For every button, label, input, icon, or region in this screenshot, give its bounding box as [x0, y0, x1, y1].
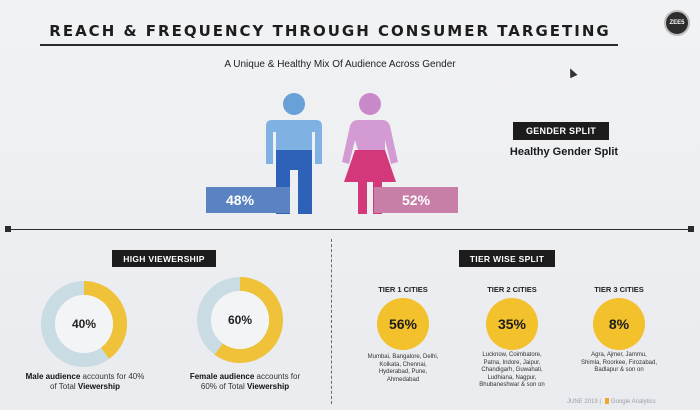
- tier-3-percent: 8%: [593, 298, 645, 350]
- divider-end-left: [5, 226, 11, 232]
- tier-3-cities: Agra, Ajmer, Jammu, Shimla, Roorkee, Fir…: [571, 352, 667, 375]
- tier-2-percent: 35%: [486, 298, 538, 350]
- male-viewership-percent: 40%: [71, 317, 97, 331]
- gender-split-badge: GENDER SPLIT: [513, 122, 609, 140]
- tier-split-badge: TIER WISE SPLIT: [459, 250, 555, 267]
- male-caption-line2: of Total: [50, 382, 78, 391]
- tier-1-title: TIER 1 CITIES: [378, 285, 428, 294]
- tier-1-percent: 56%: [377, 298, 429, 350]
- footer-source: JUNE 2019 | Google Analytics: [567, 398, 656, 405]
- male-caption-line2-bold: Viewership: [77, 382, 120, 391]
- mouse-cursor-icon: [566, 66, 578, 79]
- tier-2-city-line: Patna, Indore, Jaipur,: [483, 359, 541, 366]
- female-viewership-caption: Female audience accounts for 60% of Tota…: [170, 372, 320, 392]
- female-figure-icon: [342, 93, 398, 214]
- divider-end-right: [688, 226, 694, 232]
- column-divider: [331, 239, 332, 404]
- high-viewership-badge: HIGH VIEWERSHIP: [112, 250, 216, 267]
- male-donut-arc: [41, 281, 127, 367]
- slide-title: REACH & FREQUENCY THROUGH CONSUMER TARGE…: [49, 22, 611, 40]
- tier-1-city-line: Ahmedabad: [386, 376, 420, 383]
- footer-date: JUNE 2019 |: [567, 399, 601, 405]
- tier-2-cities: Lucknow, Coimbatore, Patna, Indore, Jaip…: [464, 352, 560, 390]
- tier-3-title: TIER 3 CITIES: [594, 285, 644, 294]
- female-caption-bold: Female audience: [189, 372, 255, 381]
- tier-2-city-line: Ludhiana, Nagpur,: [487, 374, 537, 381]
- male-caption-bold: Male audience: [25, 372, 81, 381]
- female-viewership-percent: 60%: [227, 313, 253, 327]
- female-percent-bar: 52%: [374, 187, 458, 213]
- tier-3-city-line: Badlapur & son on: [594, 367, 644, 373]
- tier-2-city-line: Bhubaneshwar & son on: [479, 382, 545, 388]
- female-donut-arc: [197, 277, 283, 363]
- female-caption-line2-bold: Viewership: [247, 382, 290, 391]
- gender-split-summary: Healthy Gender Split: [509, 146, 619, 158]
- tier-1-cities: Mumbai, Bangalore, Delhi, Kolkata, Chenn…: [355, 354, 451, 384]
- tier-2-title: TIER 2 CITIES: [487, 285, 537, 294]
- tier-1-city-line: Mumbai, Bangalore, Delhi,: [367, 354, 439, 360]
- footer-source-label: Google Analytics: [610, 399, 656, 405]
- tier-3-city-line: Shimla, Roorkee, Firozabad,: [580, 359, 658, 366]
- male-viewership-caption: Male audience accounts for 40% of Total …: [10, 372, 160, 392]
- google-analytics-icon: [604, 398, 609, 404]
- title-underline: [40, 44, 618, 46]
- male-percent-bar: 48%: [206, 187, 290, 213]
- male-viewership-donut: 40%: [38, 278, 130, 370]
- tier-2-city-line: Chandigarh, Guwahati,: [481, 367, 543, 373]
- zee5-logo: ZEE5: [664, 10, 690, 36]
- tier-3-city-line: Agra, Ajmer, Jammu,: [591, 352, 647, 358]
- slide-subtitle: A Unique & Healthy Mix Of Audience Acros…: [224, 59, 456, 70]
- section-divider: [8, 229, 692, 230]
- tier-1-city-line: Hyderabad, Pune,: [378, 369, 428, 375]
- female-caption-line2: 60% of Total: [200, 382, 247, 391]
- tier-1-city-line: Kolkata, Chennai,: [379, 361, 427, 368]
- tier-2-city-line: Lucknow, Coimbatore,: [482, 352, 542, 358]
- male-caption-rest: accounts for 40%: [80, 372, 145, 381]
- female-caption-rest: accounts for: [254, 372, 301, 381]
- female-viewership-donut: 60%: [194, 274, 286, 366]
